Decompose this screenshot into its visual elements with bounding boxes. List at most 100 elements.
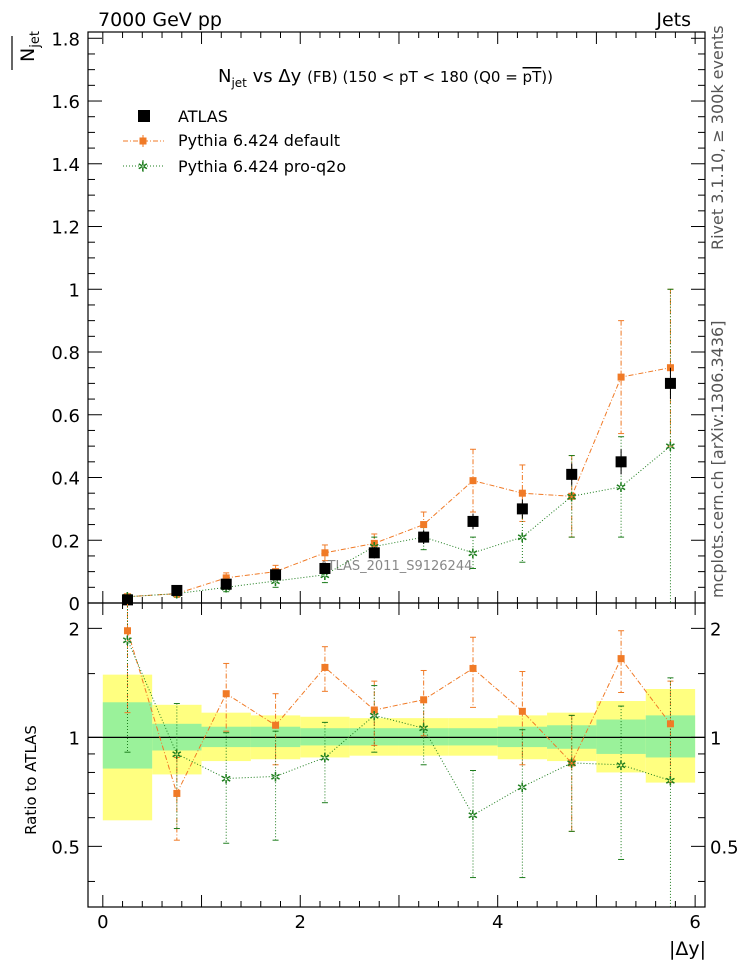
ratio-point-default-3 <box>272 721 280 729</box>
ratio-point-proq2o-0: ✲ <box>122 634 133 649</box>
ratio-point-proq2o-6: ✲ <box>418 722 429 737</box>
ratio-y-tick-label: 2 <box>69 619 80 640</box>
main-point-proq2o-9: ✲ <box>566 490 577 505</box>
main-point-default-7 <box>469 477 477 485</box>
x-tick-label: 2 <box>295 912 306 933</box>
main-point-proq2o-4: ✲ <box>319 569 330 584</box>
mcplots-label: mcplots.cern.ch [arXiv:1306.3436] <box>708 321 727 598</box>
main-point-proq2o-11: ✲ <box>665 440 676 455</box>
ratio-line-proq2o <box>127 639 671 816</box>
ratio-point-default-0 <box>123 627 131 635</box>
ratio-point-default-5 <box>370 706 378 714</box>
main-point-atlas-10 <box>615 456 627 468</box>
x-tick-label: 4 <box>492 912 503 933</box>
main-point-proq2o-8: ✲ <box>517 531 528 546</box>
x-axis-label: |Δy| <box>669 938 706 960</box>
ratio-point-proq2o-4: ✲ <box>319 751 330 766</box>
ratio-point-proq2o-3: ✲ <box>270 770 281 785</box>
ratio-y-tick-label: 0.5 <box>51 837 80 858</box>
ratio-y-axis-label: Ratio to ATLAS <box>22 725 40 835</box>
main-point-atlas-11 <box>664 377 676 389</box>
main-point-default-5 <box>370 539 378 547</box>
main-y-tick-label: 0 <box>69 594 80 615</box>
ratio-point-proq2o-1: ✲ <box>171 748 182 763</box>
legend: ATLAS Pythia 6.424 default ✲ Pythia 6.42… <box>123 107 346 176</box>
ratio-y-tick-label-right: 0.5 <box>710 837 739 858</box>
svg-text:Njet: Njet <box>17 31 43 62</box>
main-point-proq2o-7: ✲ <box>468 547 479 562</box>
legend-marker-atlas <box>138 110 150 122</box>
group-label: Jets <box>655 9 691 31</box>
ylabel-sub: jet <box>28 31 43 49</box>
x-tick-label: 6 <box>689 912 700 933</box>
main-point-atlas-9 <box>566 468 578 480</box>
main-y-tick-label: 0.4 <box>51 469 80 490</box>
main-point-atlas-0 <box>121 594 133 606</box>
ratio-point-default-4 <box>321 663 329 671</box>
main-point-atlas-5 <box>368 547 380 559</box>
legend-label-atlas: ATLAS <box>178 107 228 126</box>
main-point-default-6 <box>420 521 428 529</box>
ratio-point-default-6 <box>420 696 428 704</box>
main-y-tick-label: 1.4 <box>51 155 80 176</box>
main-point-atlas-2 <box>220 578 232 590</box>
axes: 0 2 4 6 0 0.2 0.4 0.6 0.8 1 1.2 1.4 1.6 1.8 0.5 0.5 1 1 2 2 <box>51 29 738 933</box>
legend-marker-proq2o: ✲ <box>138 160 149 175</box>
main-y-tick-label: 0.6 <box>51 406 80 427</box>
ratio-point-default-7 <box>469 664 477 672</box>
ratio-point-default-11 <box>666 720 674 728</box>
ratio-point-proq2o-7: ✲ <box>468 809 479 824</box>
main-point-default-4 <box>321 549 329 557</box>
main-line-proq2o <box>127 445 671 598</box>
ratio-point-default-1 <box>173 789 181 797</box>
rivet-label: Rivet 3.1.10, ≥ 300k events <box>708 25 727 250</box>
main-point-atlas-4 <box>319 562 331 574</box>
analysis-label: ATLAS_2011_S9126244 <box>320 559 473 574</box>
ratio-point-default-10 <box>617 655 625 663</box>
main-y-tick-label: 1.6 <box>51 92 80 113</box>
ratio-point-proq2o-11: ✲ <box>665 775 676 790</box>
ratio-point-proq2o-2: ✲ <box>221 772 232 787</box>
main-series: ✲✲✲✲✲✲✲✲✲✲✲✲ <box>121 288 676 606</box>
main-y-tick-label: 0.8 <box>51 343 80 364</box>
main-point-default-9 <box>568 492 576 500</box>
main-y-axis-label: Njet <box>11 31 43 70</box>
main-y-tick-label: 1.2 <box>51 218 80 239</box>
main-point-atlas-7 <box>467 515 479 527</box>
ratio-series: ✲ ✲ ✲ ✲ ✲ ✲ ✲ ✲ ✲ ✲ ✲ ✲ <box>122 602 676 908</box>
ylabel-n: N <box>17 48 39 62</box>
ratio-point-proq2o-5: ✲ <box>369 709 380 724</box>
main-point-atlas-1 <box>171 584 183 596</box>
main-point-atlas-8 <box>516 503 528 515</box>
main-line-default <box>127 367 671 598</box>
ratio-point-default-8 <box>518 707 526 715</box>
title-pt-bar: pT <box>523 68 543 86</box>
ratio-point-proq2o-9: ✲ <box>566 757 577 772</box>
main-y-tick-label: 1 <box>69 280 80 301</box>
ratio-y-tick-label: 1 <box>69 728 80 749</box>
ratio-uncertainty-bands <box>102 674 696 821</box>
x-tick-label: 0 <box>97 912 108 933</box>
main-point-default-10 <box>617 373 625 381</box>
ratio-line-default <box>127 630 671 795</box>
ratio-point-default-2 <box>222 690 230 698</box>
chart-title: Njet vs Δy (FB) (150 < pT < 180 (Q0 = pT… <box>218 66 553 90</box>
main-point-proq2o-10: ✲ <box>616 481 627 496</box>
ratio-point-proq2o-10: ✲ <box>616 759 627 774</box>
ratio-point-default-9 <box>568 759 576 767</box>
ratio-y-tick-label-right: 1 <box>710 728 721 749</box>
main-y-tick-label: 0.2 <box>51 531 80 552</box>
main-point-default-2 <box>222 574 230 582</box>
legend-marker-default <box>139 137 147 145</box>
ratio-frame <box>87 602 706 908</box>
legend-label-proq2o: Pythia 6.424 pro-q2o <box>178 157 346 176</box>
ratio-y-tick-label-right: 2 <box>710 619 721 640</box>
ratio-point-proq2o-8: ✲ <box>517 781 528 796</box>
main-y-tick-label: 1.8 <box>51 29 80 50</box>
energy-label: 7000 GeV pp <box>98 9 222 31</box>
main-point-default-8 <box>518 489 526 497</box>
main-point-atlas-3 <box>270 569 282 581</box>
legend-label-default: Pythia 6.424 default <box>178 131 340 150</box>
main-point-atlas-6 <box>418 531 430 543</box>
